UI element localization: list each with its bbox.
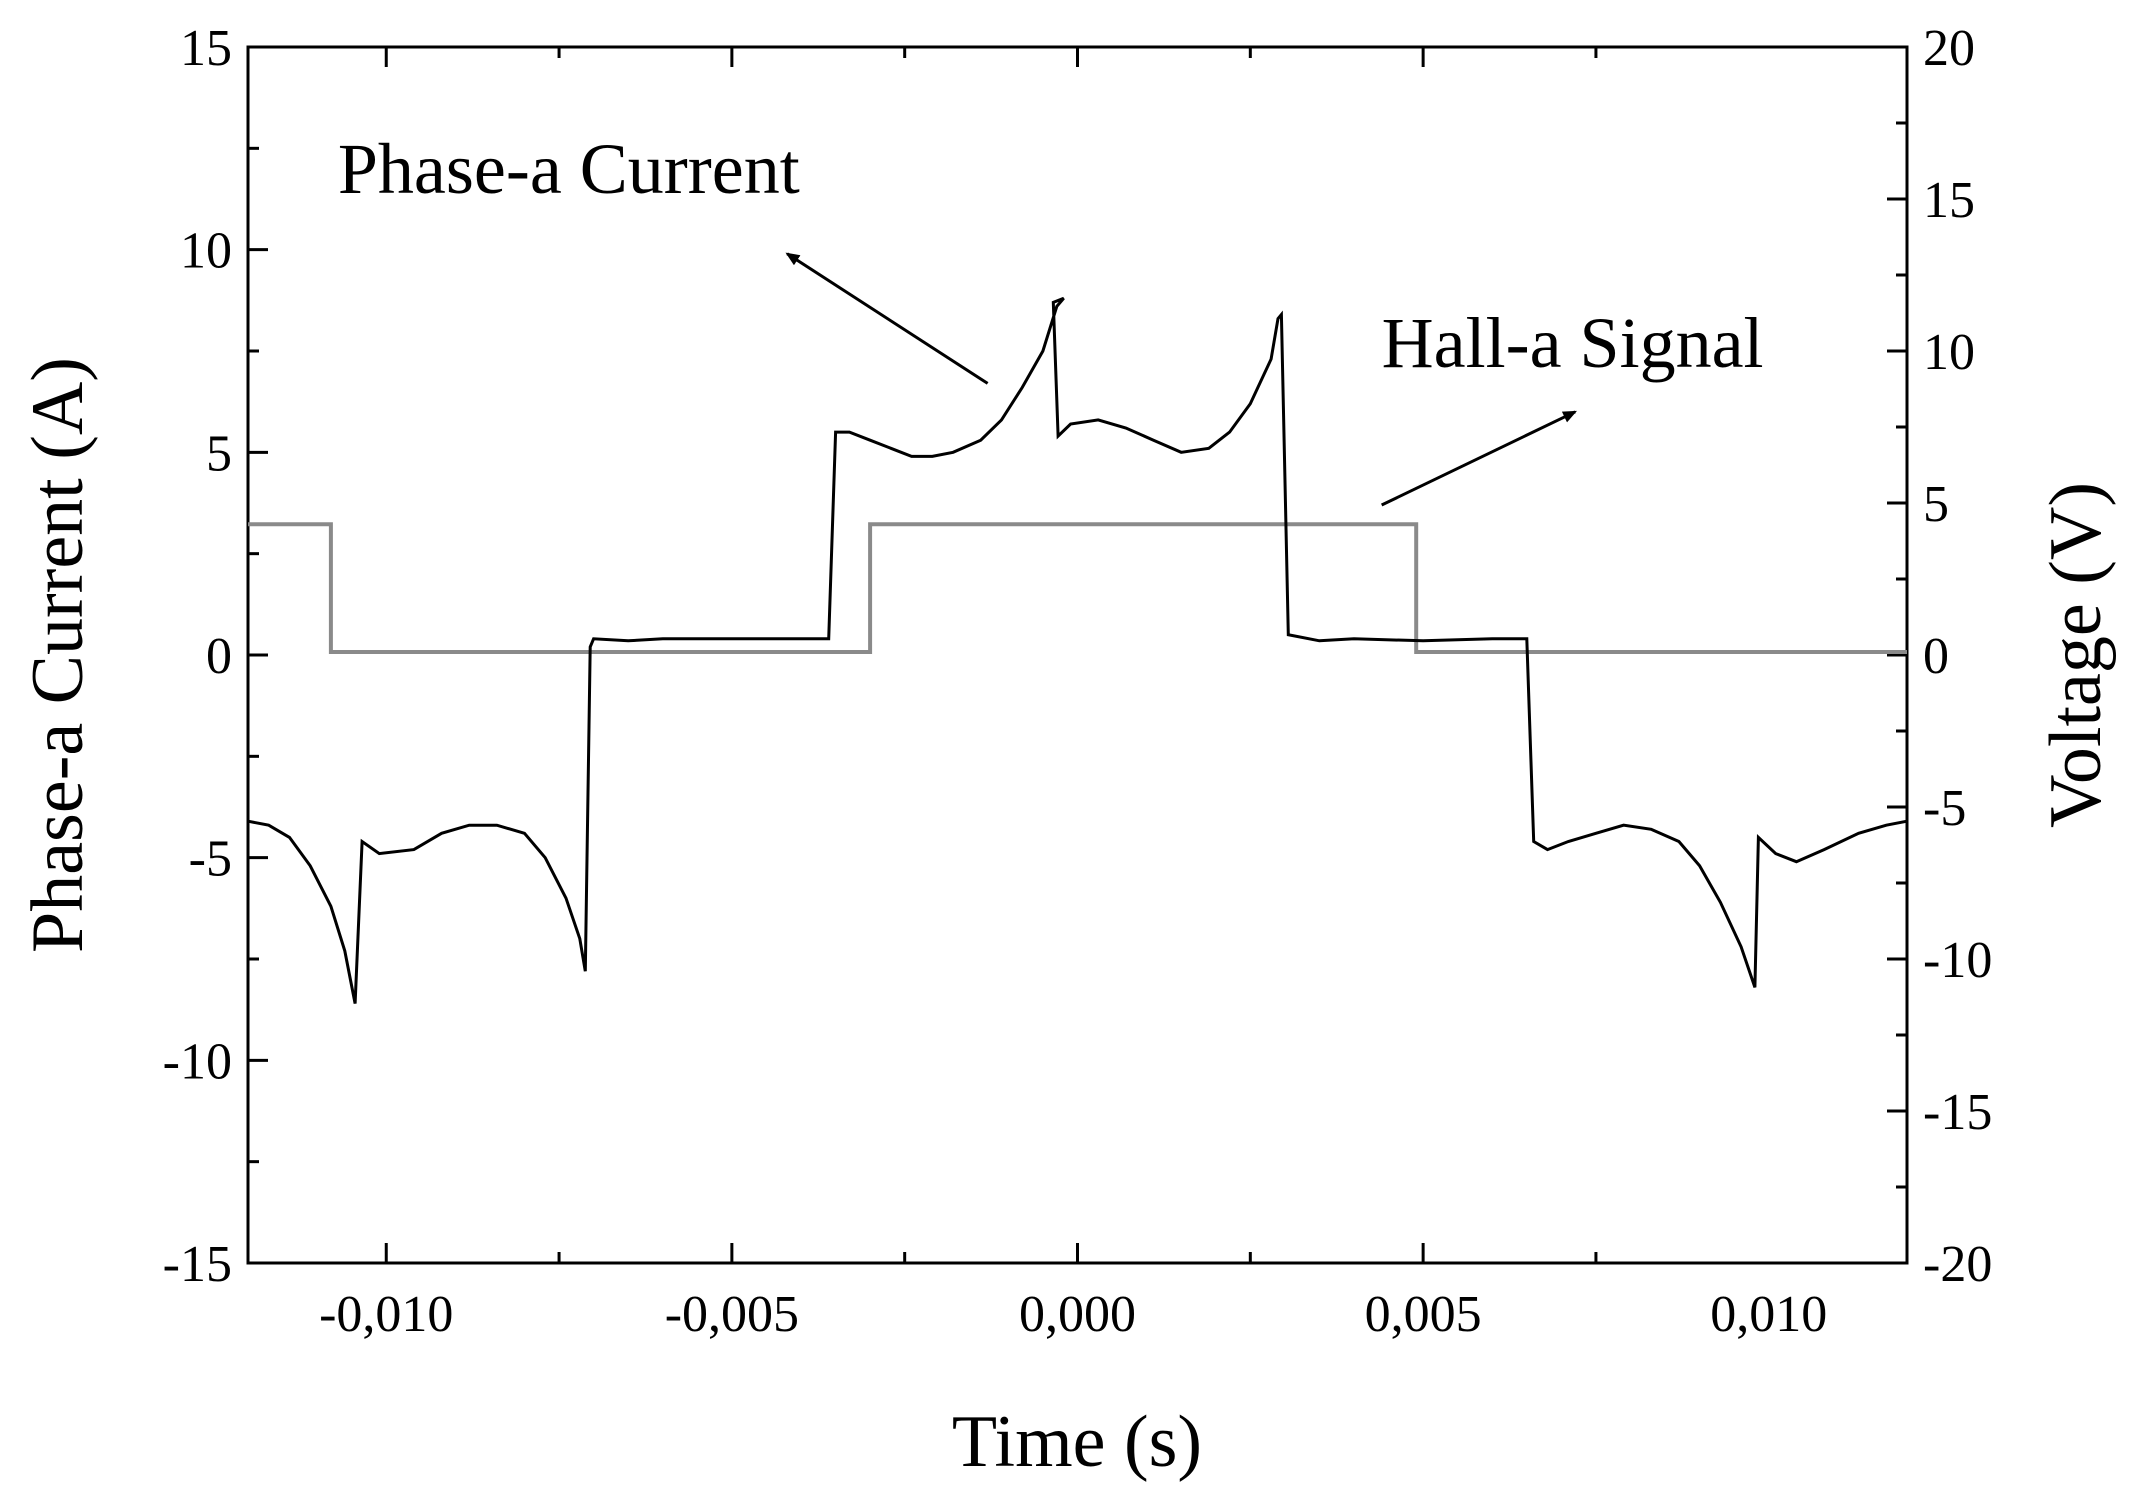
y-right-tick-label: -10 <box>1923 932 1992 989</box>
y-left-tick-label: -5 <box>189 831 232 888</box>
x-axis-title: Time (s) <box>952 1401 1202 1483</box>
x-tick-label: 0,000 <box>1019 1286 1136 1343</box>
y-left-tick-label: -15 <box>163 1236 232 1293</box>
x-tick-label: -0,005 <box>665 1286 799 1343</box>
y-right-axis-title: Voltage (V) <box>2035 482 2117 828</box>
y-right-tick-label: -20 <box>1923 1236 1992 1293</box>
x-tick-label: 0,005 <box>1365 1286 1482 1343</box>
y-left-axis-title: Phase-a Current (A) <box>17 357 99 953</box>
phase-current-annotation: Phase-a Current <box>338 129 800 209</box>
x-tick-label: -0,010 <box>319 1286 453 1343</box>
y-right-tick-label: 20 <box>1923 20 1975 77</box>
y-right-tick-label: 0 <box>1923 628 1949 685</box>
x-tick-label: 0,010 <box>1710 1286 1827 1343</box>
annotation-arrow <box>1380 410 1578 507</box>
y-right-tick-label: -5 <box>1923 780 1966 837</box>
y-right-tick-label: 5 <box>1923 476 1949 533</box>
y-left-tick-label: 0 <box>206 628 232 685</box>
y-left-tick-label: 15 <box>180 20 232 77</box>
y-left-tick-label: 5 <box>206 425 232 482</box>
series-layer <box>247 296 1908 1004</box>
tick-labels: -0,010 -0,005 0,000 0,005 0,010 -15 -10 -5 0 5 10 1… <box>163 20 1993 1343</box>
y-left-tick-label: -10 <box>163 1033 232 1090</box>
hall-signal-line <box>248 522 1907 654</box>
annotation-arrow <box>785 252 989 385</box>
annotation-layer: Phase-a Current Hall-a Signal <box>338 129 1764 507</box>
y-right-tick-label: 10 <box>1923 324 1975 381</box>
y-right-tick-label: -15 <box>1923 1084 1992 1141</box>
phase-current-line <box>247 296 1908 1004</box>
hall-signal-annotation: Hall-a Signal <box>1382 303 1764 383</box>
y-left-tick-label: 10 <box>180 223 232 280</box>
plot-frame <box>246 45 1909 1265</box>
tick-marks <box>248 45 1907 1265</box>
y-right-tick-label: 15 <box>1923 172 1975 229</box>
